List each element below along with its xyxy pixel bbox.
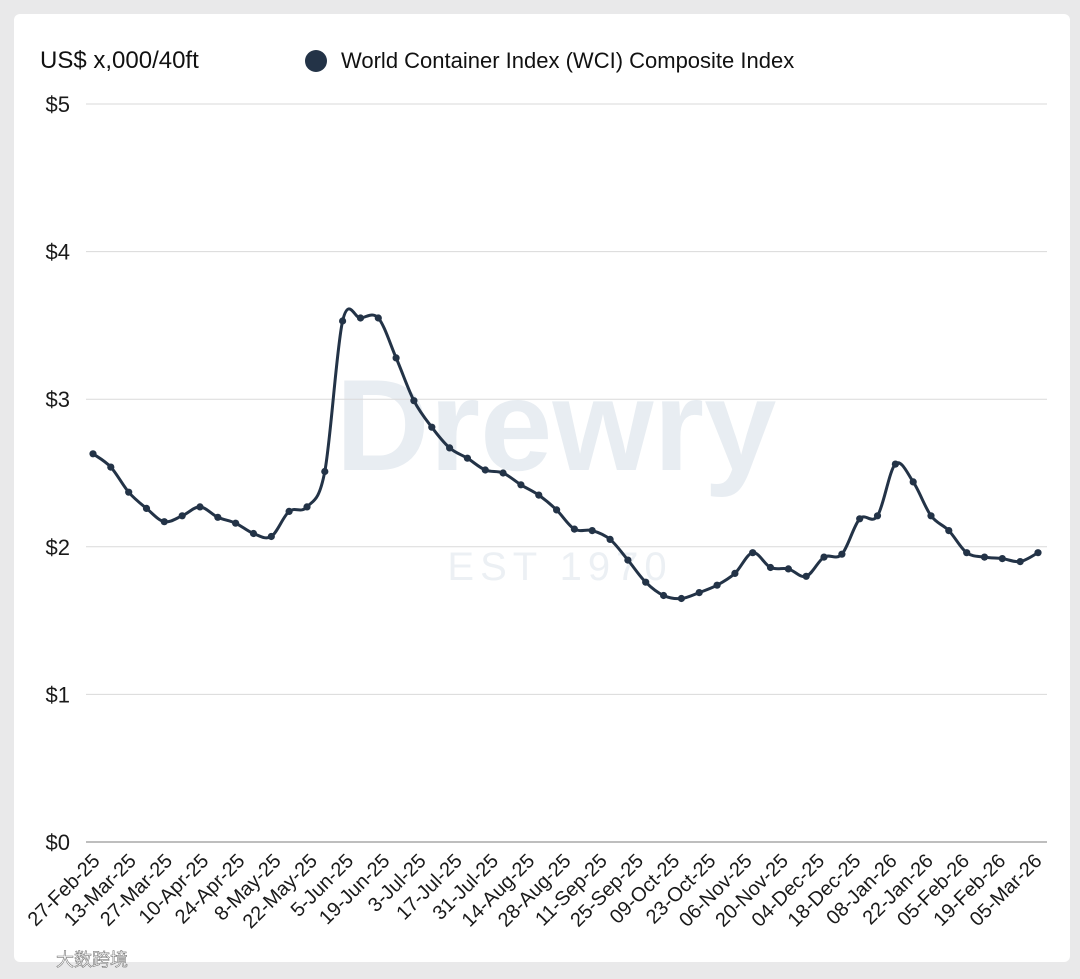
data-point[interactable] (249, 529, 258, 538)
watermark-tagline: EST 1970 (447, 545, 672, 589)
y-tick-label: $0 (46, 830, 70, 855)
data-point[interactable] (695, 589, 703, 597)
data-point[interactable] (998, 555, 1006, 563)
data-point[interactable] (624, 556, 632, 564)
data-point[interactable] (553, 506, 561, 514)
watermark-brand: Drewry (336, 352, 777, 498)
data-point[interactable] (285, 507, 293, 515)
data-point[interactable] (606, 535, 614, 544)
data-point[interactable] (642, 578, 650, 586)
data-point[interactable] (499, 469, 507, 477)
data-point[interactable] (463, 454, 471, 462)
data-point[interactable] (535, 491, 543, 499)
data-point[interactable] (766, 563, 775, 572)
watermark: Drewry EST 1970 (336, 352, 777, 589)
data-point[interactable] (677, 594, 686, 603)
y-tick-label: $3 (46, 387, 70, 412)
legend[interactable]: World Container Index (WCI) Composite In… (305, 48, 794, 73)
data-point[interactable] (784, 565, 793, 573)
data-point[interactable] (570, 525, 579, 533)
data-point[interactable] (945, 527, 953, 535)
data-point[interactable] (856, 515, 864, 523)
x-axis: 27-Feb-2513-Mar-2527-Mar-2510-Apr-2524-A… (24, 850, 1047, 933)
data-point[interactable] (107, 463, 115, 471)
data-point[interactable] (802, 572, 810, 580)
data-point[interactable] (1034, 549, 1042, 557)
data-point[interactable] (267, 532, 275, 541)
chart-card (14, 14, 1070, 962)
data-point[interactable] (749, 549, 757, 557)
data-point[interactable] (909, 478, 917, 486)
y-axis: $0 $1 $2 $3 $4 $5 (46, 92, 70, 855)
gridlines (86, 103, 1047, 843)
data-point[interactable] (428, 423, 436, 431)
y-tick-label: $1 (46, 682, 70, 707)
data-point[interactable] (321, 467, 329, 476)
data-point[interactable] (142, 504, 151, 512)
data-point[interactable] (374, 314, 382, 322)
source-credit: 大数跨境 (56, 950, 128, 971)
data-point[interactable] (410, 397, 418, 405)
data-point[interactable] (446, 444, 454, 452)
data-point[interactable] (160, 518, 168, 526)
data-point[interactable] (481, 466, 489, 474)
data-point[interactable] (588, 527, 596, 535)
data-point[interactable] (963, 549, 971, 557)
data-point[interactable] (89, 450, 97, 458)
data-point[interactable] (980, 553, 989, 561)
data-point[interactable] (178, 512, 186, 520)
data-point[interactable] (891, 460, 900, 468)
y-tick-label: $5 (46, 92, 70, 117)
legend-label: World Container Index (WCI) Composite In… (341, 48, 794, 73)
data-point[interactable] (838, 550, 846, 558)
y-tick-label: $2 (46, 535, 70, 560)
data-point[interactable] (660, 591, 668, 600)
data-point[interactable] (339, 317, 347, 325)
data-point[interactable] (731, 569, 739, 578)
y-tick-label: $4 (46, 240, 70, 265)
data-point[interactable] (356, 314, 365, 322)
data-point[interactable] (392, 354, 400, 362)
data-point[interactable] (196, 503, 204, 511)
data-point[interactable] (232, 519, 240, 527)
y-axis-unit-label: US$ x,000/40ft (40, 47, 199, 74)
data-point[interactable] (873, 512, 882, 520)
series-layer (89, 307, 1042, 603)
data-point[interactable] (1016, 558, 1024, 566)
data-point[interactable] (125, 488, 133, 496)
data-point[interactable] (214, 513, 222, 521)
legend-marker (305, 50, 327, 72)
data-point[interactable] (303, 503, 311, 511)
data-point[interactable] (517, 481, 525, 489)
data-point[interactable] (927, 512, 935, 520)
data-point[interactable] (820, 553, 828, 561)
data-point[interactable] (713, 581, 721, 589)
